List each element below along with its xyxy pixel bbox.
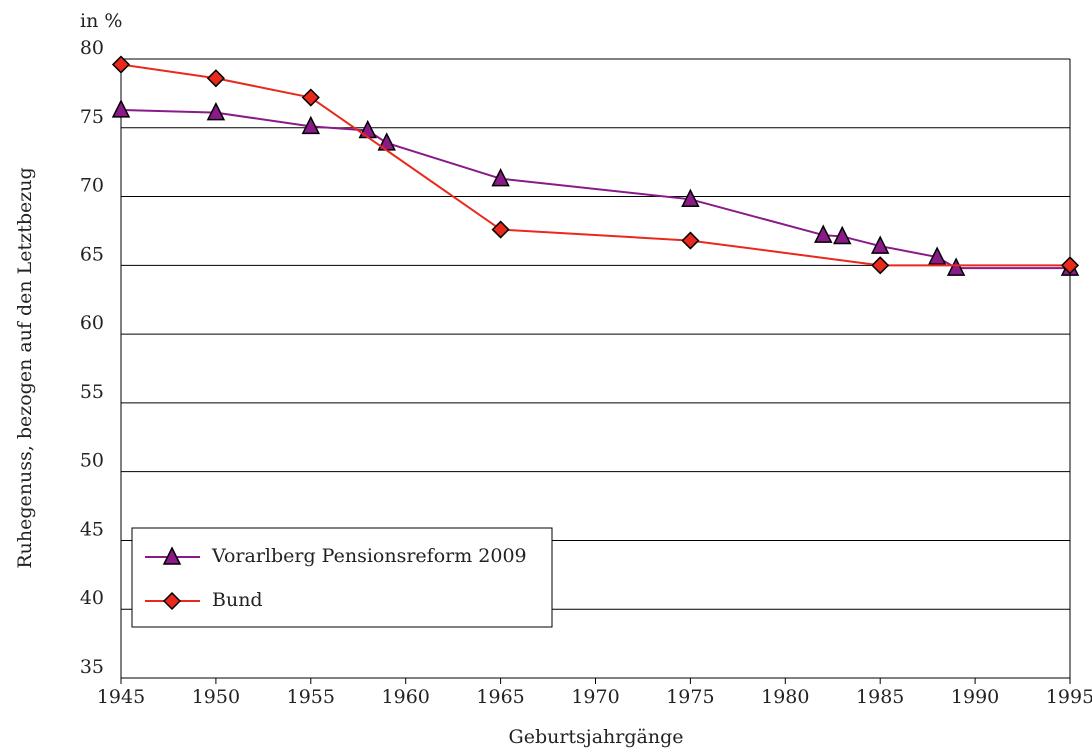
- marker: [681, 188, 700, 208]
- marker: [946, 257, 966, 276]
- x-tick-label: 1960: [382, 686, 430, 708]
- marker: [491, 167, 510, 187]
- x-tick-label: 1950: [192, 686, 240, 708]
- marker: [491, 220, 510, 239]
- y-tick-label: 35: [80, 656, 104, 678]
- marker: [814, 224, 833, 243]
- y-tick-label: 65: [80, 243, 104, 265]
- marker: [833, 225, 852, 245]
- x-axis-title: Geburtsjahrgänge: [509, 726, 684, 748]
- line: [120, 108, 1070, 270]
- marker: [162, 546, 182, 565]
- marker: [301, 115, 321, 135]
- marker: [111, 55, 131, 74]
- marker: [301, 88, 320, 107]
- y-tick-label: 50: [80, 450, 104, 472]
- marker: [681, 231, 700, 250]
- marker: [870, 235, 890, 254]
- y-tick-label: 60: [80, 312, 104, 334]
- x-tick-label: 1955: [287, 686, 335, 708]
- x-tick-label: 1975: [666, 686, 714, 708]
- marker: [927, 246, 947, 265]
- y-unit: in %: [80, 10, 122, 32]
- x-tick-label: 1970: [571, 686, 619, 708]
- line: [120, 63, 1070, 267]
- x-tick-label: 1945: [97, 686, 145, 708]
- legend-label: Vorarlberg Pensionsreform 2009: [211, 545, 527, 567]
- y-tick-label: 75: [80, 106, 104, 128]
- x-tick-label: 1995: [1046, 686, 1092, 708]
- legend-box: [131, 527, 553, 628]
- y-tick-label: 40: [80, 587, 104, 609]
- x-tick-label: 1965: [476, 686, 524, 708]
- legend-label: Bund: [212, 589, 263, 611]
- y-tick-label: 45: [80, 518, 104, 540]
- marker: [206, 101, 226, 121]
- marker: [206, 69, 225, 88]
- y-tick-label: 80: [80, 37, 104, 59]
- y-axis-title: Ruhegenuss, bezogen auf den Letztbezug: [14, 167, 36, 568]
- y-tick-label: 55: [80, 381, 104, 403]
- x-tick-label: 1990: [951, 686, 999, 708]
- marker: [162, 591, 182, 611]
- marker: [111, 99, 131, 118]
- y-tick-label: 70: [80, 175, 104, 197]
- x-tick-label: 1980: [761, 686, 809, 708]
- marker: [871, 256, 890, 275]
- x-tick-label: 1985: [856, 686, 904, 708]
- marker: [1060, 256, 1080, 275]
